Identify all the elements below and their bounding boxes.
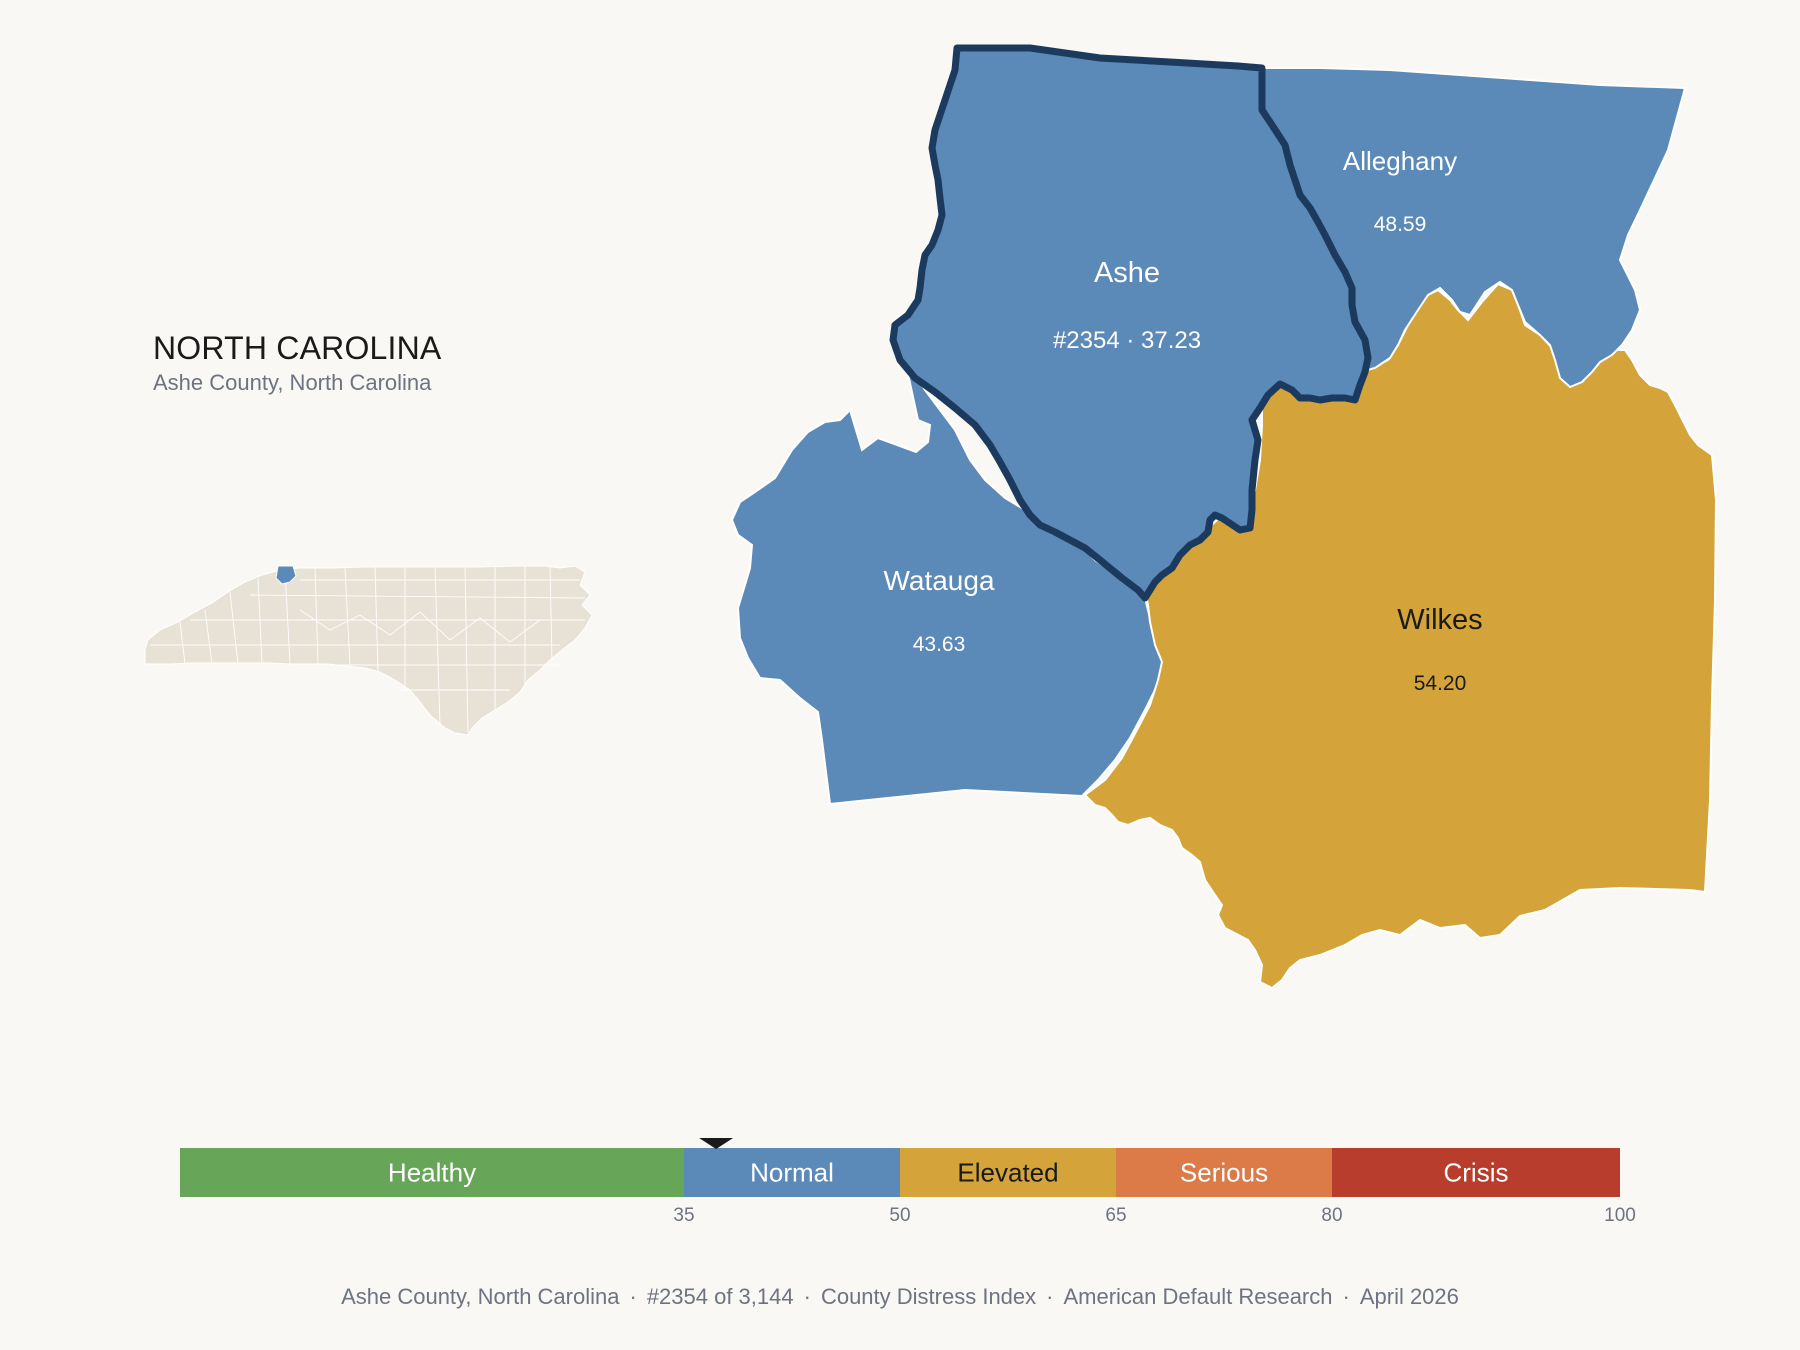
county-subtitle: Ashe County, North Carolina bbox=[153, 370, 432, 395]
watauga-value: 43.63 bbox=[913, 633, 966, 656]
footer-index: County Distress Index bbox=[820, 1284, 1037, 1309]
title-block: NORTH CAROLINA Ashe County, North Caroli… bbox=[153, 330, 441, 396]
footer-source: American Default Research bbox=[1063, 1284, 1333, 1309]
state-title: NORTH CAROLINA bbox=[153, 330, 442, 366]
watauga-label: Watauga bbox=[883, 565, 994, 596]
alleghany-value: 48.59 bbox=[1374, 213, 1427, 236]
wilkes-value: 54.20 bbox=[1414, 672, 1467, 695]
ashe-value: #2354 · 37.23 bbox=[1053, 327, 1201, 354]
alleghany-label: Alleghany bbox=[1343, 146, 1457, 176]
ashe-highlight-outline bbox=[889, 44, 1372, 602]
footer-county: Ashe County, North Carolina bbox=[341, 1284, 620, 1309]
footer-date: April 2026 bbox=[1359, 1284, 1459, 1309]
footer-rank: #2354 of 3,144 bbox=[646, 1284, 794, 1309]
ashe-label: Ashe bbox=[1094, 257, 1160, 289]
wilkes-label: Wilkes bbox=[1397, 604, 1482, 636]
footer: Ashe County, North Carolina · #2354 of 3,1… bbox=[341, 1284, 1459, 1309]
